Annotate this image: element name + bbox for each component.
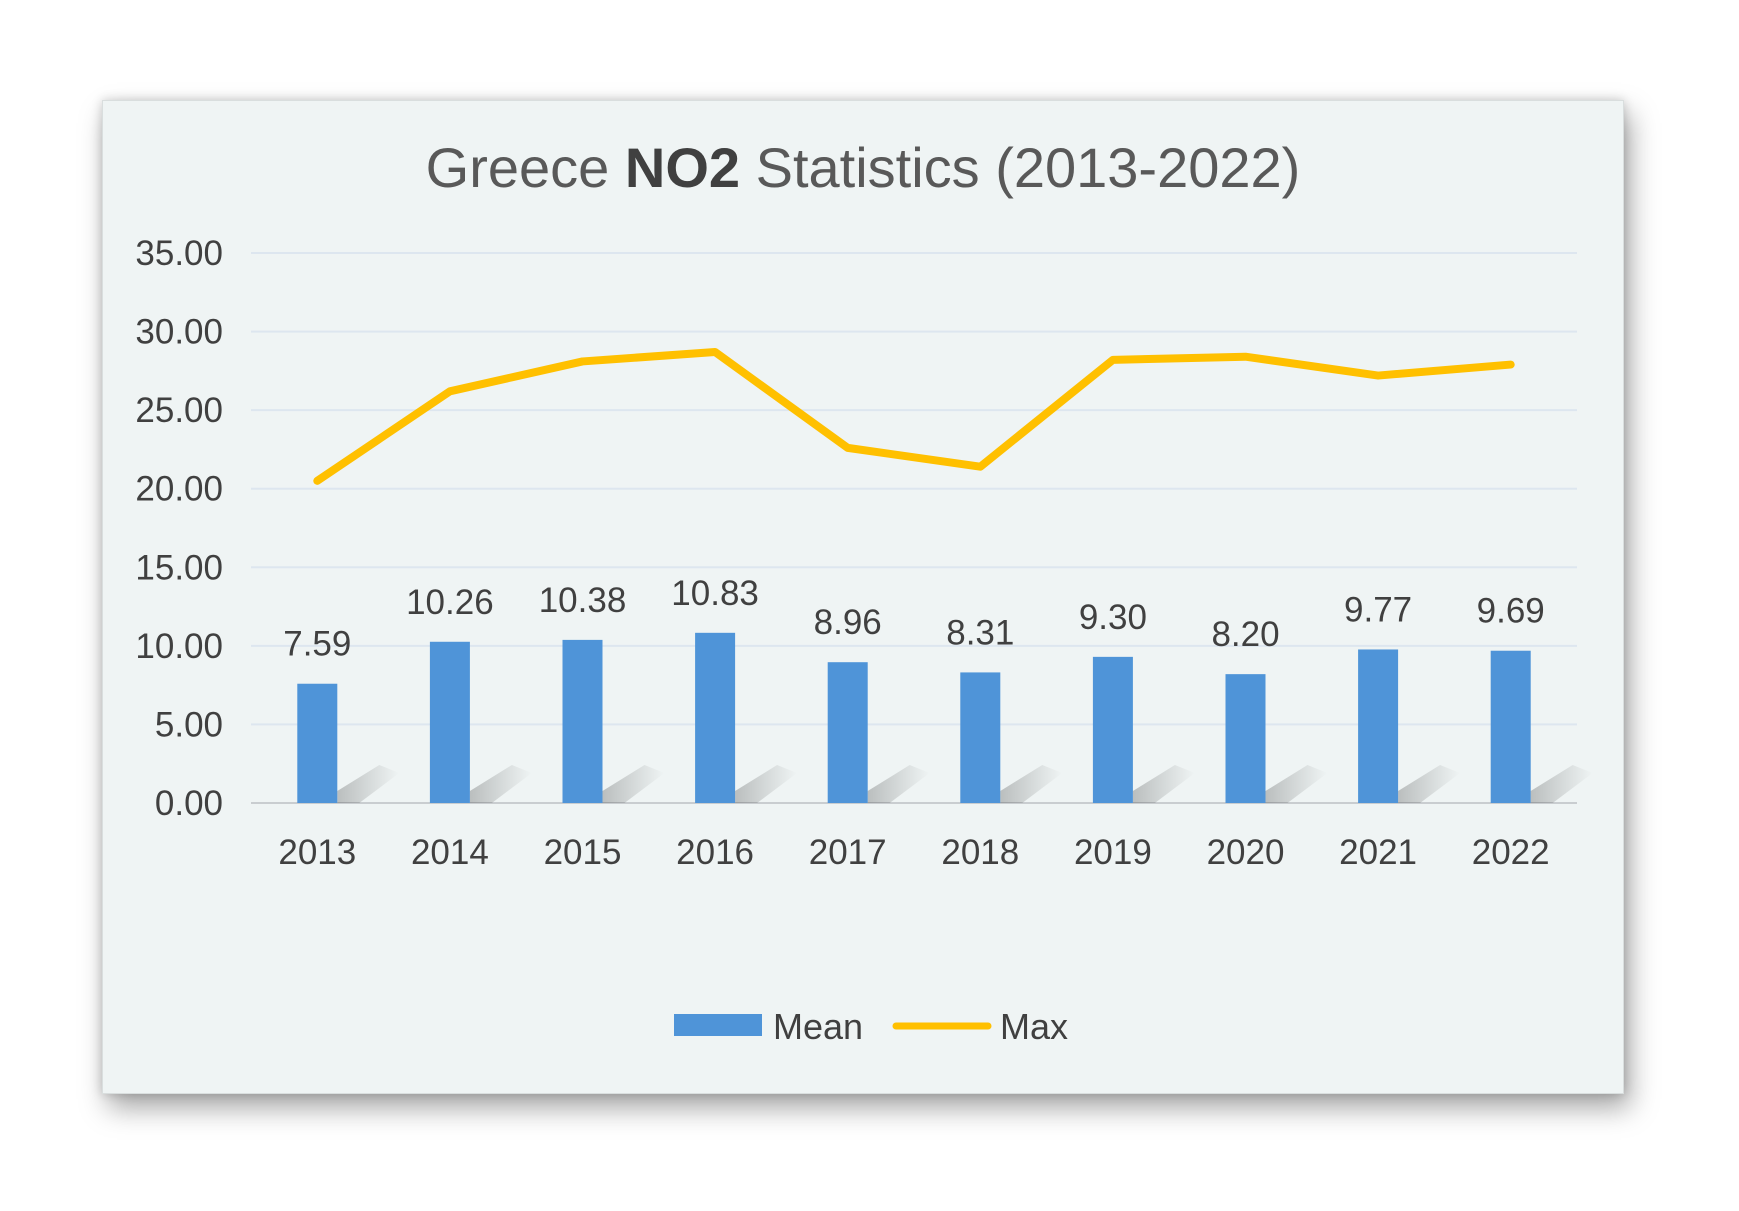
mean-bar <box>562 639 603 803</box>
max-line <box>313 348 1515 485</box>
y-tick-label: 15.00 <box>135 548 223 587</box>
mean-bar <box>960 672 1001 803</box>
bar-shadow <box>469 765 532 803</box>
x-tick-label: 2015 <box>544 833 622 872</box>
mean-data-label: 8.20 <box>1211 615 1279 654</box>
y-tick-label: 5.00 <box>155 705 223 744</box>
legend: Mean Max <box>674 1006 1068 1047</box>
y-tick-label: 30.00 <box>135 313 223 352</box>
y-tick-label: 25.00 <box>135 391 223 430</box>
bar-shadow <box>867 765 930 803</box>
data-labels: 7.59 10.26 10.38 10.83 8.96 8.31 9.30 8.20 9.77 9… <box>283 574 1545 664</box>
mean-data-label: 10.26 <box>406 583 494 622</box>
mean-data-label: 9.77 <box>1344 590 1412 629</box>
x-tick-label: 2017 <box>809 833 887 872</box>
y-tick-label: 35.00 <box>135 234 223 273</box>
mean-data-label: 8.31 <box>946 613 1014 652</box>
x-tick-label: 2014 <box>411 833 489 872</box>
x-tick-label: 2022 <box>1472 833 1550 872</box>
x-tick-label: 2018 <box>941 833 1019 872</box>
bar-shadow <box>1530 765 1593 803</box>
x-axis-labels: 2013 2014 2015 2016 2017 2018 2019 2020 2021 2022 <box>278 833 1549 872</box>
gridlines <box>251 252 1577 804</box>
bar-shadow <box>1398 765 1461 803</box>
bar-shadow <box>1265 765 1328 803</box>
mean-bar <box>1490 650 1531 803</box>
bar-shadow <box>337 765 400 803</box>
x-tick-label: 2016 <box>676 833 754 872</box>
mean-bar <box>695 632 736 803</box>
mean-data-label: 8.96 <box>814 603 882 642</box>
legend-mean-swatch <box>674 1014 762 1036</box>
mean-bar <box>297 683 338 803</box>
mean-data-label: 9.69 <box>1477 592 1545 631</box>
mean-bar <box>1358 649 1399 803</box>
chart: Greece NO2 Statistics (2013-2022) 0.00 5.… <box>135 136 1593 1047</box>
y-tick-label: 20.00 <box>135 470 223 509</box>
y-tick-label: 0.00 <box>155 784 223 823</box>
mean-data-label: 10.83 <box>671 574 759 613</box>
x-tick-label: 2019 <box>1074 833 1152 872</box>
x-tick-label: 2013 <box>278 833 356 872</box>
chart-title: Greece NO2 Statistics (2013-2022) <box>426 136 1301 199</box>
mean-data-label: 10.38 <box>539 581 627 620</box>
bar-shadows <box>337 765 1593 803</box>
y-tick-label: 10.00 <box>135 627 223 666</box>
mean-data-label: 7.59 <box>283 625 351 664</box>
max-series-line <box>313 348 1515 485</box>
bar-shadow <box>602 765 665 803</box>
bar-shadow <box>1132 765 1195 803</box>
mean-bars <box>297 632 1531 803</box>
mean-data-label: 9.30 <box>1079 598 1147 637</box>
bar-shadow <box>1000 765 1063 803</box>
mean-bar <box>827 662 868 803</box>
bar-shadow <box>735 765 798 803</box>
mean-bar <box>429 641 470 803</box>
x-tick-label: 2020 <box>1207 833 1285 872</box>
mean-bar <box>1225 674 1266 803</box>
mean-bar <box>1092 656 1133 803</box>
x-tick-label: 2021 <box>1339 833 1417 872</box>
legend-mean-label: Mean <box>773 1006 863 1047</box>
legend-max-label: Max <box>1000 1006 1068 1047</box>
y-axis-labels: 0.00 5.00 10.00 15.00 20.00 25.00 30.00 35.00 <box>135 234 223 823</box>
chart-card: Greece NO2 Statistics (2013-2022) 0.00 5.… <box>102 100 1624 1094</box>
